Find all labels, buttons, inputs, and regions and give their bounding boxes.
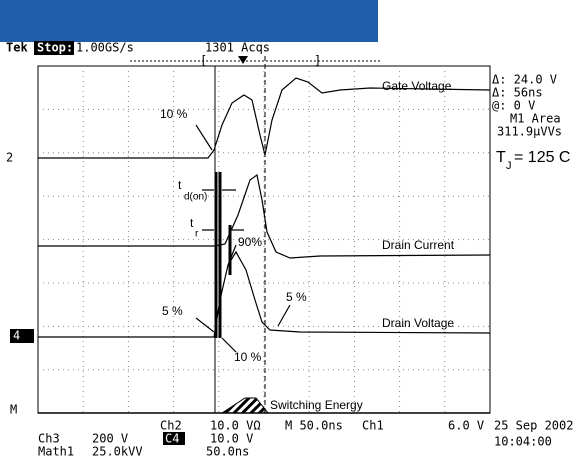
bracket: ] <box>314 54 321 68</box>
state: Stop: <box>37 41 73 55</box>
footer: M 50.0ns <box>285 419 343 433</box>
footer: 25.0kVV <box>92 445 143 459</box>
footer: C4 <box>165 432 179 446</box>
record-bracket: [] <box>130 54 380 68</box>
footer: Ch1 <box>362 419 384 433</box>
footer: Ch2 <box>160 419 182 433</box>
annotation: 10 % <box>160 107 188 121</box>
footer: 6.0 V <box>448 419 484 433</box>
ch2-marker: 2 <box>6 151 13 165</box>
annotation: t <box>190 216 194 230</box>
title-bar <box>0 0 378 42</box>
annotation: d(on) <box>184 192 207 203</box>
energy-area <box>222 398 268 413</box>
math-marker: M <box>10 403 17 417</box>
footer: 10.0 VΩ <box>210 419 261 433</box>
readout: @: 0 V <box>492 99 535 113</box>
ch4-marker: 4 <box>13 329 20 343</box>
readout: Δ: 56ns <box>492 86 543 100</box>
annotation: 5 % <box>286 290 307 304</box>
acqs: 1301 Acqs <box>205 41 270 55</box>
annotation: t <box>178 178 182 192</box>
trace-label: Drain Voltage <box>382 316 454 330</box>
readout: M1 Area <box>510 112 561 126</box>
footer: 50.0ns <box>206 445 249 459</box>
readout: Δ: 24.0 V <box>492 73 557 87</box>
tj: T <box>496 149 506 166</box>
trace-label: Gate Voltage <box>382 79 452 93</box>
tj: = 125 C <box>514 149 570 166</box>
scope-screen: Tek Stop: 1.00GS/s 1301 Acqs [] 2 4 M Ga… <box>0 0 586 459</box>
footer: 25 Sep 2002 <box>494 419 573 433</box>
footer: 10.0 V <box>210 432 253 446</box>
footer: Ch3 <box>38 432 60 446</box>
rate: 1.00GS/s <box>76 41 134 55</box>
readout: 311.9μVVs <box>497 125 562 139</box>
footer: Math1 <box>38 445 74 459</box>
annotation: 5 % <box>162 304 183 318</box>
trace-label: Switching Energy <box>270 398 363 412</box>
annotation: 10 % <box>234 350 262 364</box>
footer: 200 V <box>92 432 128 446</box>
annotation: 90% <box>238 235 262 249</box>
brand: Tek <box>6 41 28 55</box>
footer: 10:04:00 <box>494 435 552 449</box>
bracket: [ <box>200 54 207 68</box>
annotation: r <box>195 229 199 240</box>
tj: J <box>506 160 512 172</box>
trace-label: Drain Current <box>382 238 455 252</box>
